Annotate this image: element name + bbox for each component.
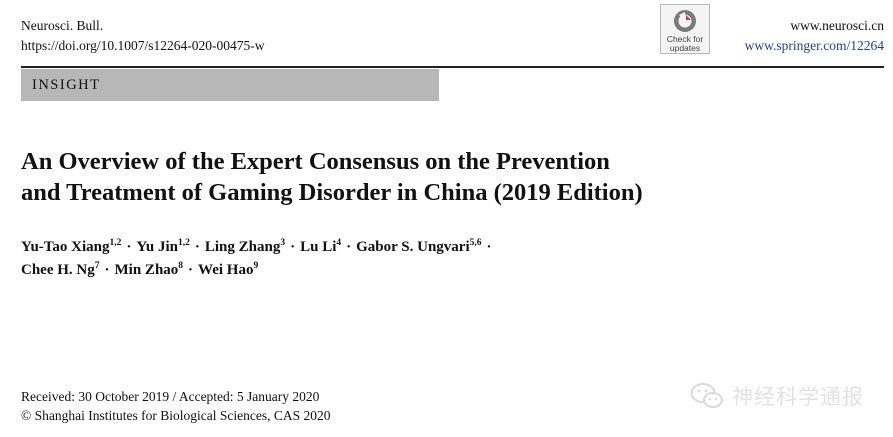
author-affiliation: 3 (280, 238, 286, 248)
author-affiliation: 5,6 (469, 238, 482, 248)
author-name: Min Zhao (114, 262, 179, 278)
doi-link[interactable]: https://doi.org/10.1007/s12264-020-00475… (21, 38, 265, 53)
header-divider (21, 66, 884, 68)
section-label: INSIGHT (21, 69, 439, 101)
received-accepted-dates: Received: 30 October 2019 / Accepted: 5 … (21, 389, 320, 404)
article-dates: Received: 30 October 2019 / Accepted: 5 … (21, 387, 330, 425)
author-name: Yu Jin (136, 239, 178, 255)
wechat-icon (690, 383, 723, 408)
site-secondary-link[interactable]: www.springer.com/12264 (744, 38, 884, 53)
check-for-updates-icon (674, 10, 696, 32)
article-title-line2: and Treatment of Gaming Disorder in Chin… (21, 179, 643, 206)
author-affiliation: 4 (336, 238, 342, 248)
author-affiliation: 8 (178, 261, 184, 271)
author-separator: · (194, 239, 200, 255)
journal-name: Neurosci. Bull. (21, 18, 104, 33)
check-for-updates-line1: Check for (666, 34, 704, 44)
author-separator: · (486, 239, 492, 255)
author-separator: · (104, 262, 110, 278)
site-links: www.neurosci.cn www.springer.com/12264 (745, 16, 884, 56)
author-affiliation: 7 (94, 261, 100, 271)
watermark: 神经科学通报 (690, 380, 864, 412)
author-separator: · (126, 239, 132, 255)
watermark-text: 神经科学通报 (732, 385, 864, 409)
author-separator: · (188, 262, 194, 278)
author-name: Wei Hao (198, 262, 254, 278)
author-affiliation: 9 (253, 261, 259, 271)
article-title: An Overview of the Expert Consensus on t… (21, 146, 841, 208)
author-separator: · (346, 239, 352, 255)
author-name: Ling Zhang (204, 239, 281, 255)
check-for-updates-line2: updates (669, 43, 701, 53)
article-title-line1: An Overview of the Expert Consensus on t… (21, 148, 610, 175)
author-name: Lu Li (300, 239, 337, 255)
author-name: Gabor S. Ungvari (356, 239, 470, 255)
check-for-updates-badge[interactable]: Check for updates (660, 4, 710, 54)
author-list: Yu-Tao Xiang1,2 · Yu Jin1,2 · Ling Zhang3 · Lu… (21, 236, 841, 282)
author-separator: · (290, 239, 296, 255)
author-name: Yu-Tao Xiang (21, 239, 110, 255)
author-affiliation: 1,2 (177, 238, 190, 248)
copyright-notice: © Shanghai Institutes for Biological Sci… (21, 408, 331, 423)
author-affiliation: 1,2 (109, 238, 122, 248)
journal-header: Neurosci. Bull. https://doi.org/10.1007/… (21, 16, 265, 56)
author-name: Chee H. Ng (21, 262, 95, 278)
site-primary-link[interactable]: www.neurosci.cn (790, 18, 884, 33)
